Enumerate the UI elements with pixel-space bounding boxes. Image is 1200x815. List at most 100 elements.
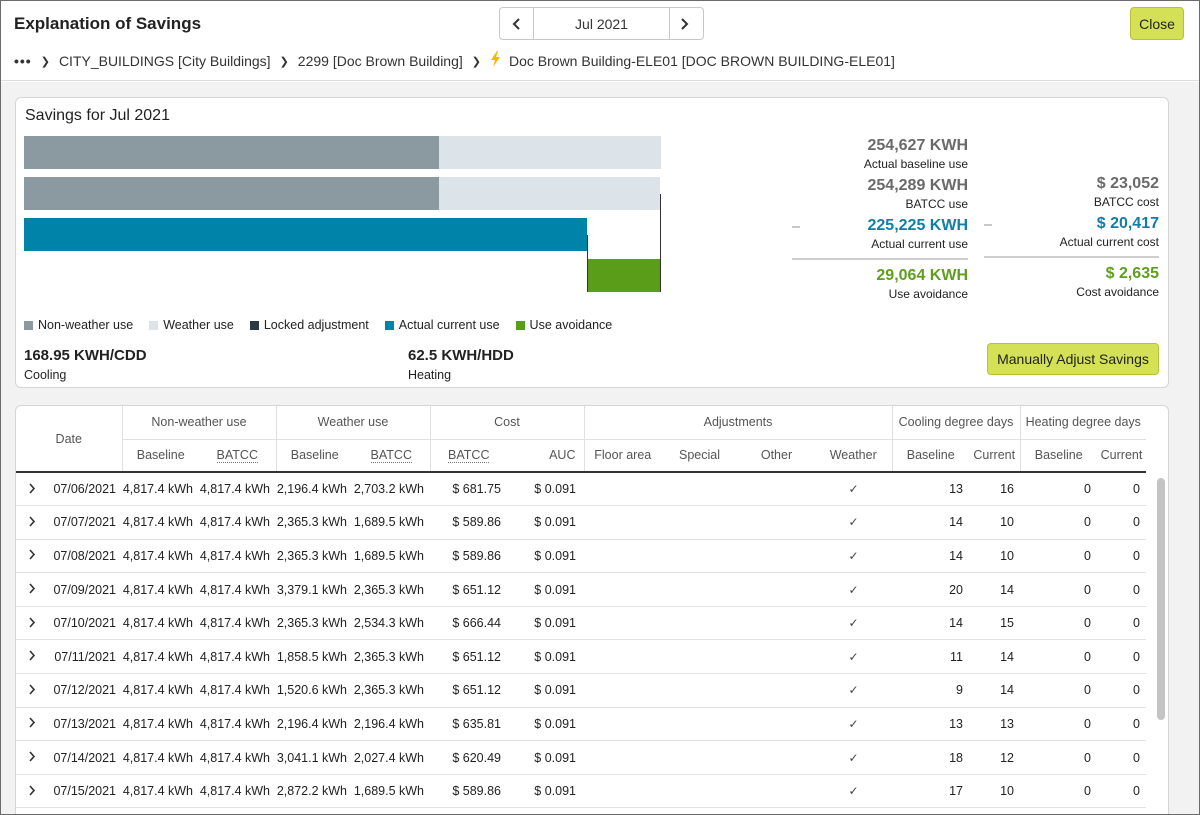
expand-row-button[interactable]: [16, 707, 48, 742]
table-row[interactable]: 07/10/2021 4,817.4 kWh 4,817.4 kWh 2,365.3 …: [16, 606, 1146, 641]
expand-row-button[interactable]: [16, 472, 48, 507]
cell-auc: $ 0.091: [507, 539, 584, 574]
heating-label: Heating: [408, 368, 452, 382]
chevron-right-icon: [29, 684, 36, 695]
table-row[interactable]: 07/11/2021 4,817.4 kWh 4,817.4 kWh 1,858.5 …: [16, 639, 1146, 675]
table-body: 07/06/2021 4,817.4 kWh 4,817.4 kWh 2,196.4 …: [16, 472, 1146, 809]
cell-w-batcc: 2,196.4 kWh: [353, 707, 430, 742]
cell-w-base: 1,858.5 kWh: [276, 639, 353, 675]
cell-hdd-cur: 0: [1097, 639, 1146, 675]
table-row[interactable]: 07/15/2021 4,817.4 kWh 4,817.4 kWh 2,872.2 …: [16, 774, 1146, 809]
column-floor-area[interactable]: Floor area: [583, 439, 661, 473]
cell-cdd-base: 11: [892, 639, 969, 675]
column-cdd-current[interactable]: Current: [969, 439, 1020, 473]
column-group-weather: Weather use: [275, 406, 430, 440]
cell-nw-batcc: 4,817.4 kWh: [199, 639, 276, 675]
table-row[interactable]: 07/09/2021 4,817.4 kWh 4,817.4 kWh 3,379.1 …: [16, 572, 1146, 607]
cell-auc: $ 0.091: [507, 673, 584, 708]
table-row[interactable]: 07/12/2021 4,817.4 kWh 4,817.4 kWh 1,520.6 …: [16, 673, 1146, 708]
cell-cost: $ 651.12: [430, 572, 507, 607]
expand-row-button[interactable]: [16, 774, 48, 809]
checkmark-icon: ✓: [815, 639, 892, 675]
column-cdd-baseline[interactable]: Baseline: [891, 439, 969, 473]
cell-empty: [738, 639, 815, 675]
column-label: Baseline: [290, 448, 339, 463]
use-avoidance-bar: [587, 259, 660, 292]
breadcrumb-more-button[interactable]: •••: [14, 53, 32, 69]
cell-w-batcc: 2,703.2 kWh: [353, 472, 430, 507]
expand-row-button[interactable]: [16, 639, 48, 675]
legend-swatch: [24, 320, 33, 330]
table-row[interactable]: 07/08/2021 4,817.4 kWh 4,817.4 kWh 2,365.3 …: [16, 539, 1146, 574]
cell-hdd-base: 0: [1020, 572, 1097, 607]
expand-row-button[interactable]: [16, 673, 48, 708]
cell-empty: [738, 673, 815, 708]
manually-adjust-savings-button[interactable]: Manually Adjust Savings: [987, 343, 1159, 375]
column-nw-batcc[interactable]: BATCC: [199, 439, 276, 473]
expand-row-button[interactable]: [16, 606, 48, 641]
column-label: BATCC: [370, 448, 412, 464]
cell-hdd-cur: 0: [1097, 606, 1146, 641]
legend-item-weather: Weather use: [149, 318, 234, 332]
legend-label: Non-weather use: [38, 318, 134, 332]
column-other[interactable]: Other: [738, 439, 815, 473]
cell-date: 07/14/2021: [48, 740, 122, 775]
column-nw-baseline[interactable]: Baseline: [121, 439, 199, 473]
legend-swatch: [149, 320, 159, 330]
cooling-label: Cooling: [24, 368, 67, 382]
cell-nw-base: 4,817.4 kWh: [122, 572, 199, 607]
next-month-button[interactable]: [669, 8, 703, 39]
cell-cdd-cur: 12: [969, 740, 1020, 775]
cell-empty: [738, 774, 815, 809]
checkmark-icon: ✓: [815, 505, 892, 540]
scrollbar-thumb[interactable]: [1157, 478, 1165, 720]
cell-nw-base: 4,817.4 kWh: [122, 539, 199, 574]
cell-empty: [584, 639, 661, 675]
cell-empty: [738, 606, 815, 641]
cell-nw-batcc: 4,817.4 kWh: [199, 505, 276, 540]
batcc-weather-bar: [439, 177, 660, 210]
stat-actual-current-use: 225,225 KWH Actual current use: [786, 216, 969, 252]
close-button[interactable]: Close: [1130, 7, 1184, 40]
column-w-baseline[interactable]: Baseline: [275, 439, 353, 473]
cell-w-batcc: 2,365.3 kWh: [353, 572, 430, 607]
cell-empty: [584, 505, 661, 540]
column-cost-batcc[interactable]: BATCC: [429, 439, 507, 473]
cell-cost: $ 681.75: [430, 472, 507, 507]
table-row[interactable]: 07/14/2021 4,817.4 kWh 4,817.4 kWh 3,041.1 …: [16, 740, 1146, 775]
expand-row-button[interactable]: [16, 572, 48, 607]
dialog-title: Explanation of Savings: [14, 14, 202, 33]
table-row[interactable]: 07/06/2021 4,817.4 kWh 4,817.4 kWh 2,196.4 …: [16, 472, 1146, 507]
expand-row-button[interactable]: [16, 740, 48, 775]
column-hdd-baseline[interactable]: Baseline: [1019, 439, 1097, 473]
prev-month-button[interactable]: [500, 8, 534, 39]
column-auc[interactable]: AUC: [507, 439, 584, 473]
chevron-right-icon: [29, 617, 36, 628]
column-weather[interactable]: Weather: [815, 439, 892, 473]
expand-row-button[interactable]: [16, 505, 48, 540]
expand-row-button[interactable]: [16, 539, 48, 574]
stat-label: BATCC cost: [1093, 195, 1159, 209]
column-label: Weather: [829, 448, 877, 463]
column-label: BATCC: [216, 448, 258, 464]
column-special[interactable]: Special: [661, 439, 738, 473]
table-row[interactable]: 07/07/2021 4,817.4 kWh 4,817.4 kWh 2,365.3 …: [16, 505, 1146, 540]
table-row[interactable]: 07/13/2021 4,817.4 kWh 4,817.4 kWh 2,196.4 …: [16, 707, 1146, 742]
cell-cost: $ 651.12: [430, 673, 507, 708]
column-date[interactable]: Date: [16, 406, 122, 473]
breadcrumb-item-building[interactable]: 2299 [Doc Brown Building]: [297, 53, 463, 69]
cell-w-base: 3,379.1 kWh: [276, 572, 353, 607]
cell-w-batcc: 1,689.5 kWh: [353, 539, 430, 574]
column-hdd-current[interactable]: Current: [1097, 439, 1146, 473]
cell-empty: [738, 472, 815, 507]
cell-cdd-base: 14: [892, 606, 969, 641]
column-w-batcc[interactable]: BATCC: [353, 439, 430, 473]
cell-hdd-base: 0: [1020, 673, 1097, 708]
table-scrollbar[interactable]: [1156, 478, 1166, 814]
cell-nw-batcc: 4,817.4 kWh: [199, 572, 276, 607]
breadcrumb-item-organization[interactable]: CITY_BUILDINGS [City Buildings]: [58, 53, 271, 69]
stat-use-avoidance: 29,064 KWH Use avoidance: [786, 266, 968, 302]
legend-label: Actual current use: [398, 318, 500, 332]
current-month-label[interactable]: Jul 2021: [575, 15, 628, 32]
cell-auc: $ 0.091: [507, 707, 584, 742]
